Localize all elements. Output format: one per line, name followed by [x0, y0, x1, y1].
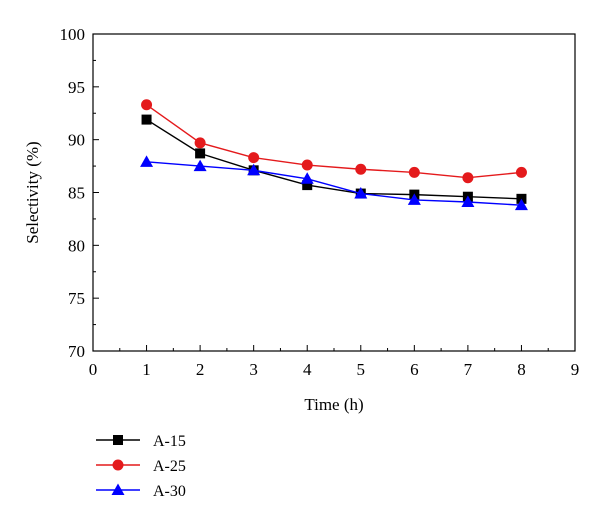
legend-item-a-30: A-30	[96, 483, 186, 500]
legend-item-a-25: A-25	[96, 458, 186, 475]
legend-label: A-15	[153, 433, 186, 450]
data-point	[514, 198, 528, 211]
legend-label: A-30	[153, 483, 186, 500]
data-point	[302, 180, 313, 191]
legend-label: A-25	[153, 458, 186, 475]
data-point	[301, 159, 313, 171]
plot-frame	[92, 33, 576, 352]
y-axis-label: Selectivity (%)	[23, 141, 42, 243]
legend-marker	[113, 435, 123, 445]
series-line	[146, 118, 522, 200]
legend: A-15 A-25 A-30	[96, 433, 186, 500]
legend-marker	[112, 459, 124, 471]
y-tick-label: 100	[60, 25, 86, 44]
y-tick-label: 80	[68, 236, 85, 255]
data-point	[300, 172, 314, 184]
series-a-25	[141, 99, 527, 184]
x-tick-label: 8	[517, 360, 526, 379]
x-tick-label: 1	[142, 360, 151, 379]
y-tick-label: 70	[68, 342, 85, 361]
x-tick-label: 9	[571, 360, 580, 379]
data-point	[141, 99, 153, 111]
x-axis-label: Time (h)	[304, 395, 363, 414]
data-point	[408, 166, 420, 178]
x-tick-label: 7	[464, 360, 473, 379]
data-point	[140, 155, 154, 167]
y-tick-label: 75	[68, 289, 85, 308]
legend-item-a-15: A-15	[96, 433, 186, 450]
data-point	[515, 166, 527, 178]
data-point	[195, 148, 206, 159]
data-point	[247, 163, 261, 176]
legend-marker	[111, 483, 125, 495]
data-point	[407, 193, 421, 205]
series-a-30	[140, 155, 528, 211]
y-tick-label: 90	[68, 131, 85, 150]
x-tick-label: 2	[196, 360, 205, 379]
series-line	[146, 161, 522, 206]
series-area	[140, 99, 528, 211]
data-point	[354, 187, 368, 199]
y-tick-label: 85	[68, 184, 85, 203]
x-tick-label: 3	[249, 360, 258, 379]
series-line	[146, 104, 522, 179]
y-tick-label: 95	[68, 78, 85, 97]
x-tick-label: 4	[303, 360, 312, 379]
data-point	[141, 114, 152, 125]
series-a-15	[141, 114, 527, 204]
data-point	[248, 152, 260, 164]
data-point	[355, 163, 367, 175]
data-point	[194, 137, 206, 149]
axes: 0 1 2 3 4 5 6 7 8 9 70 75 80 85 90 95 100 Time (h) Selecti…	[23, 25, 579, 414]
data-point	[193, 159, 207, 172]
x-tick-label: 6	[410, 360, 419, 379]
x-tick-label: 0	[89, 360, 98, 379]
data-point	[461, 195, 475, 208]
x-tick-label: 5	[357, 360, 366, 379]
data-point	[462, 172, 474, 184]
